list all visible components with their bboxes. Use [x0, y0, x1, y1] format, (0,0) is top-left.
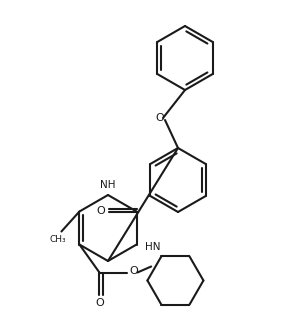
Text: CH₃: CH₃	[49, 235, 66, 244]
Text: O: O	[95, 298, 104, 307]
Text: NH: NH	[100, 180, 116, 190]
Text: O: O	[96, 206, 105, 216]
Text: O: O	[129, 265, 138, 275]
Text: HN: HN	[145, 242, 160, 251]
Text: O: O	[156, 113, 164, 123]
